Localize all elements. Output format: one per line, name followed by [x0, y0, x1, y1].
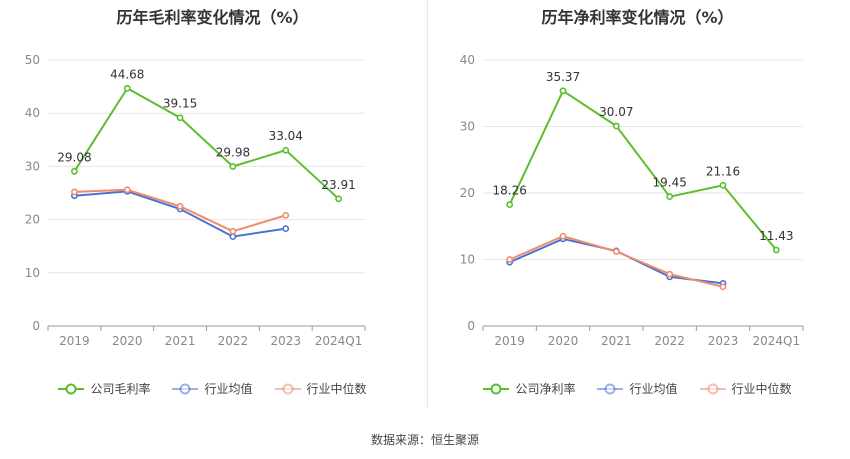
- x-tick-label: 2023: [270, 334, 301, 348]
- legend-item[interactable]: 行业中位数: [274, 380, 367, 397]
- x-tick-label: 2021: [601, 334, 632, 348]
- data-point: [335, 195, 342, 203]
- legend-item[interactable]: 公司净利率: [483, 380, 575, 397]
- x-tick-label: 2024Q1: [315, 334, 363, 348]
- x-tick-label: 2020: [112, 334, 143, 348]
- gross-margin-legend: 公司毛利率 行业均值 行业中位数: [0, 380, 425, 397]
- y-tick-label: 20: [25, 213, 40, 227]
- net-margin-title: 历年净利率变化情况（%）: [541, 8, 734, 27]
- data-point: [282, 146, 290, 154]
- x-tick-label: 2022: [218, 334, 249, 348]
- legend-label: 行业中位数: [306, 382, 367, 396]
- gross-margin-panel: 历年毛利率变化情况（%） 0 10 20 30 40 50 2019 2020 2021 2022…: [0, 0, 425, 420]
- data-label: 44.68: [110, 67, 144, 81]
- x-tick-label: 2021: [165, 334, 196, 348]
- net-margin-legend: 公司净利率 行业均值 行业中位数: [425, 380, 850, 397]
- net-margin-chart: 0 10 20 30 40 2019 2020 2021 2022 2023 2024Q1 18.26…: [460, 53, 804, 348]
- legend-swatch-icon: [597, 383, 624, 395]
- legend-label: 公司毛利率: [90, 382, 151, 396]
- legend-label: 行业中位数: [731, 382, 792, 396]
- x-tick-label: 2020: [548, 334, 579, 348]
- net-margin-panel: 历年净利率变化情况（%） 0 10 20 30 40 2019 2020 2021 2022 20…: [425, 0, 850, 420]
- data-point: [506, 256, 514, 263]
- data-point: [559, 232, 567, 240]
- data-point: [229, 163, 237, 170]
- data-source-label: 数据来源：恒生聚源: [370, 433, 479, 447]
- y-tick-label: 30: [460, 120, 475, 134]
- x-tick-label: 2022: [654, 334, 685, 348]
- data-point: [176, 202, 184, 210]
- x-tick-label: 2024Q1: [753, 334, 801, 348]
- y-tick-label: 40: [460, 53, 475, 67]
- data-point: [176, 114, 184, 122]
- legend-label: 公司净利率: [515, 382, 576, 396]
- data-label: 29.98: [216, 146, 250, 160]
- legend-swatch-icon: [483, 383, 510, 395]
- data-label: 30.07: [599, 105, 633, 119]
- data-point: [559, 87, 567, 95]
- legend-swatch-icon: [274, 383, 301, 395]
- data-label: 11.43: [759, 229, 793, 243]
- data-point: [229, 233, 237, 241]
- data-point: [71, 167, 78, 175]
- x-tick-label: 2023: [708, 334, 739, 348]
- series-line-0: [508, 89, 778, 251]
- series-line-2: [509, 235, 724, 288]
- data-point: [506, 201, 514, 208]
- legend-label: 行业均值: [204, 382, 253, 396]
- data-label: 21.16: [706, 164, 740, 178]
- data-point: [123, 186, 131, 194]
- data-point: [612, 122, 620, 130]
- data-point: [666, 193, 674, 201]
- legend-item[interactable]: 行业均值: [597, 380, 678, 397]
- series-line-1: [74, 190, 286, 238]
- series-line-0: [73, 86, 340, 200]
- data-label: 35.37: [546, 70, 580, 84]
- data-point: [282, 225, 290, 233]
- y-tick-label: 40: [25, 106, 40, 120]
- y-tick-label: 0: [32, 319, 40, 333]
- legend-swatch-icon: [699, 383, 726, 395]
- legend-item[interactable]: 行业均值: [172, 380, 253, 397]
- y-tick-label: 20: [460, 186, 475, 200]
- x-tick-label: 2019: [494, 334, 525, 348]
- gross-margin-chart: 0 10 20 30 40 50 2019 2020 2021 2022 2023 2024Q1 29.…: [25, 53, 366, 348]
- data-point: [123, 84, 131, 92]
- legend-item[interactable]: 公司毛利率: [58, 380, 150, 397]
- data-point: [719, 181, 727, 189]
- data-point: [71, 188, 78, 196]
- data-label: 19.45: [652, 176, 686, 190]
- legend-label: 行业均值: [629, 382, 678, 396]
- panel-divider: [427, 0, 428, 408]
- y-tick-label: 0: [467, 319, 475, 333]
- data-point: [282, 211, 290, 219]
- data-label: 23.91: [321, 178, 355, 192]
- data-point: [229, 227, 237, 235]
- y-tick-label: 30: [25, 159, 40, 173]
- legend-item[interactable]: 行业中位数: [699, 380, 792, 397]
- data-label: 33.04: [269, 129, 303, 143]
- legend-swatch-icon: [58, 383, 85, 395]
- data-label: 29.08: [57, 150, 91, 164]
- y-tick-label: 50: [25, 53, 40, 67]
- legend-swatch-icon: [172, 383, 199, 395]
- data-point: [719, 283, 727, 291]
- y-tick-label: 10: [25, 266, 40, 280]
- data-label: 18.26: [492, 184, 526, 198]
- data-point: [772, 246, 780, 254]
- gross-margin-title: 历年毛利率变化情况（%）: [116, 8, 309, 27]
- data-point: [666, 270, 674, 278]
- y-tick-label: 10: [460, 253, 475, 267]
- x-tick-label: 2019: [59, 334, 90, 348]
- data-label: 39.15: [163, 97, 197, 111]
- data-point: [612, 248, 620, 255]
